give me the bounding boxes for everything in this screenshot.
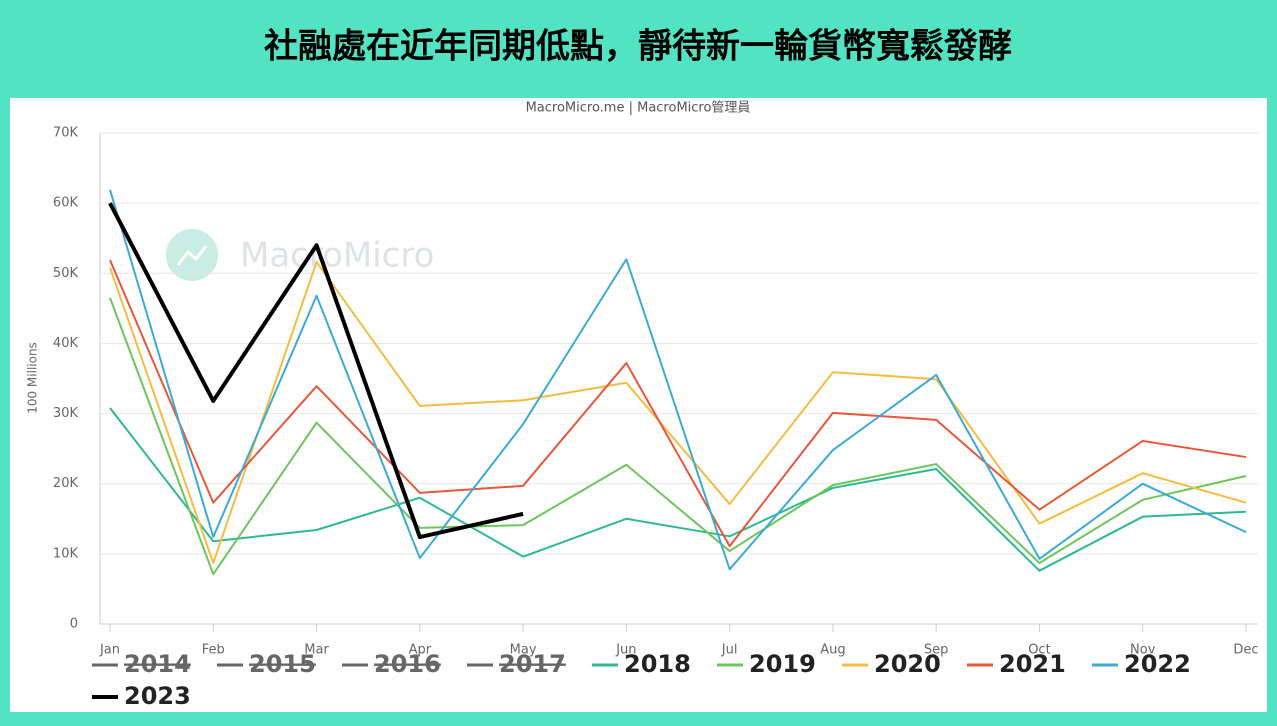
legend-item: 2015 <box>217 650 316 678</box>
legend-item: 2018 <box>592 650 691 678</box>
legend-label: 2020 <box>874 650 941 678</box>
legend-item: 2016 <box>342 650 441 678</box>
legend-label: 2014 <box>124 650 191 678</box>
y-tick-label: 40K <box>53 336 79 351</box>
x-tick-label: Oct <box>1028 643 1050 658</box>
x-tick-label: Sep <box>924 643 949 658</box>
legend-label: 2016 <box>374 650 441 678</box>
y-tick-label: 20K <box>53 476 79 491</box>
legend-label: 2023 <box>124 682 191 710</box>
y-tick-label: 30K <box>53 406 79 421</box>
y-tick-label: 60K <box>53 196 79 211</box>
x-tick-label: Aug <box>820 643 845 658</box>
x-tick-label: Feb <box>202 643 225 658</box>
x-tick-label: Mar <box>304 643 329 658</box>
chart-title: 社融處在近年同期低點，靜待新一輪貨幣寬鬆發酵 <box>264 27 1012 67</box>
legend-item: 2017 <box>467 650 566 678</box>
y-tick-label: 50K <box>53 266 79 281</box>
x-tick-label: Apr <box>409 643 432 658</box>
series-line <box>109 407 1247 572</box>
legend-label: 2018 <box>624 650 691 678</box>
legend-label: 2017 <box>499 650 566 678</box>
x-tick-label: Nov <box>1130 643 1156 658</box>
subtitle: MacroMicro.me | MacroMicro管理員 <box>526 101 751 116</box>
y-tick-label: 70K <box>53 126 79 141</box>
x-tick-label: Jul <box>721 643 738 658</box>
legend-label: 2015 <box>249 650 316 678</box>
legend-item: 2014 <box>92 650 191 678</box>
series-line <box>109 189 1247 571</box>
series-line <box>109 259 1247 548</box>
y-axis-label: 100 Millions <box>26 342 40 414</box>
panel <box>10 98 1267 712</box>
x-tick-label: Jun <box>615 643 636 658</box>
legend-label: 2022 <box>1124 650 1191 678</box>
legend-label: 2019 <box>749 650 816 678</box>
legend-item: 2021 <box>967 650 1066 678</box>
legend-item: 2022 <box>1092 650 1191 678</box>
legend-item: 2023 <box>92 682 191 710</box>
y-tick-label: 10K <box>53 546 79 561</box>
x-tick-label: May <box>510 643 537 658</box>
legend-label: 2021 <box>999 650 1066 678</box>
y-tick-label: 0 <box>70 617 78 632</box>
series-line <box>108 202 524 540</box>
series-line <box>109 261 1247 564</box>
x-tick-label: Jan <box>99 643 120 658</box>
watermark-icon <box>166 229 218 281</box>
series-line <box>109 297 1247 576</box>
watermark: MacroMicro <box>240 236 434 276</box>
x-tick-label: Dec <box>1233 643 1258 658</box>
legend-item: 2020 <box>842 650 941 678</box>
legend-item: 2019 <box>717 650 816 678</box>
